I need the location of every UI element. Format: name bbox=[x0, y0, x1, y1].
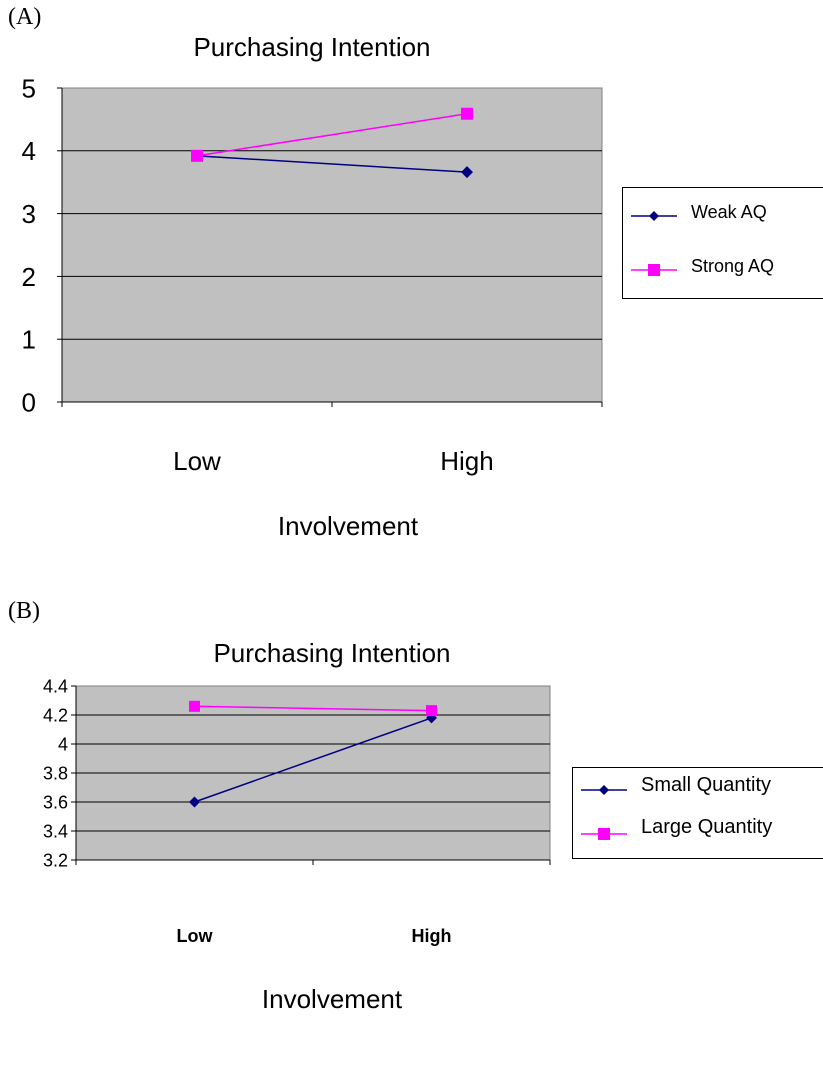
legend-label: Weak AQ bbox=[691, 202, 767, 222]
data-point bbox=[426, 705, 437, 717]
data-point bbox=[461, 107, 473, 120]
legend-item-strong-aq: Strong AQ bbox=[623, 254, 823, 278]
series-line-1 bbox=[194, 705, 432, 712]
panel-label-b: (B) bbox=[8, 598, 40, 624]
y-tick-label: 3.4 bbox=[43, 821, 68, 841]
x-tick-label: Low bbox=[177, 926, 214, 946]
legend-label: Small Quantity bbox=[641, 774, 772, 796]
y-tick-label: 4 bbox=[58, 734, 68, 754]
data-point bbox=[189, 796, 200, 808]
data-point bbox=[461, 166, 473, 179]
legend-marker-diamond-icon bbox=[581, 785, 627, 795]
legend-marker-square-icon bbox=[631, 264, 677, 276]
y-tick-label: 0 bbox=[22, 387, 36, 417]
x-tick-label: Low bbox=[173, 446, 221, 476]
y-tick-label: 3.8 bbox=[43, 763, 68, 783]
y-tick-label: 3.2 bbox=[43, 850, 68, 870]
legend-marker-square-icon bbox=[581, 828, 627, 840]
chart-a: Purchasing Intention 0 1 2 3 4 5 Low High Involve… bbox=[22, 32, 603, 541]
y-tick-label: 4.4 bbox=[43, 676, 68, 696]
legend-item-large-quantity: Large Quantity bbox=[573, 816, 823, 842]
legend-item-small-quantity: Small Quantity bbox=[573, 774, 823, 798]
legend-a: Weak AQ Strong AQ bbox=[622, 187, 823, 299]
chart-title: Purchasing Intention bbox=[213, 638, 450, 668]
y-tick-label: 3 bbox=[22, 199, 36, 229]
y-tick-label: 3.6 bbox=[43, 792, 68, 812]
legend-label: Strong AQ bbox=[691, 256, 775, 276]
x-tick-label: High bbox=[440, 446, 493, 476]
plot-area bbox=[61, 87, 603, 403]
legend-item-weak-aq: Weak AQ bbox=[623, 200, 823, 224]
chart-b: Purchasing Intention 3.2 3.4 3.6 3.8 4 4.2 4.4 L… bbox=[43, 638, 551, 1014]
y-tick-label: 4 bbox=[22, 136, 36, 166]
chart-title: Purchasing Intention bbox=[193, 32, 430, 62]
legend-label: Large Quantity bbox=[641, 816, 773, 838]
x-tick-label: High bbox=[412, 926, 452, 946]
y-tick-label: 4.2 bbox=[43, 705, 68, 725]
legend-b: Small Quantity Large Quantity bbox=[572, 767, 823, 859]
series-line-0 bbox=[196, 155, 468, 173]
y-tick-label: 2 bbox=[22, 262, 36, 292]
data-point bbox=[191, 149, 203, 162]
legend-marker-diamond-icon bbox=[631, 211, 677, 221]
x-axis-title: Involvement bbox=[262, 984, 403, 1014]
data-point bbox=[189, 700, 200, 712]
series-line-0 bbox=[194, 717, 432, 803]
y-tick-label: 1 bbox=[22, 325, 36, 355]
series-line-1 bbox=[196, 113, 468, 157]
x-axis-title: Involvement bbox=[278, 511, 419, 541]
y-tick-label: 5 bbox=[22, 73, 36, 103]
panel-label-a: (A) bbox=[8, 4, 42, 30]
